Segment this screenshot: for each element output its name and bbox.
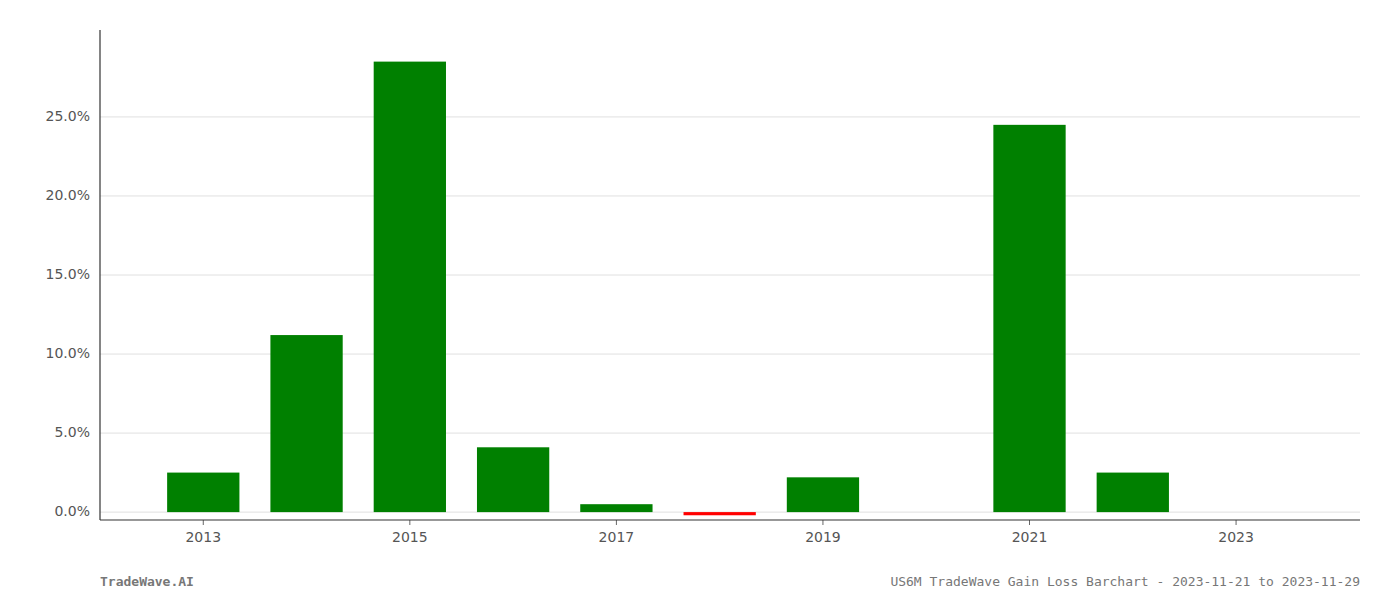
x-axis-line	[100, 519, 1360, 520]
x-tick	[616, 520, 617, 525]
chart: 0.0% 5.0% 10.0% 15.0% 20.0% 25.0% 2013 2015 2017…	[0, 0, 1400, 600]
bar	[167, 473, 239, 513]
bar	[890, 512, 962, 513]
bar	[787, 477, 859, 512]
bar	[1097, 473, 1169, 513]
x-tick-label: 2019	[805, 529, 841, 545]
bar	[580, 504, 652, 512]
bar	[477, 447, 549, 512]
footer-right: US6M TradeWave Gain Loss Barchart - 2023…	[890, 574, 1360, 589]
bar	[684, 512, 756, 515]
y-tick-label: 25.0%	[46, 108, 90, 124]
x-tick	[203, 520, 204, 525]
x-tick-label: 2023	[1218, 529, 1254, 545]
axes: 0.0% 5.0% 10.0% 15.0% 20.0% 25.0% 2013 2015 2017…	[46, 30, 1360, 545]
chart-container: 0.0% 5.0% 10.0% 15.0% 20.0% 25.0% 2013 2015 2017…	[0, 0, 1400, 600]
grid-line	[100, 195, 1360, 196]
x-tick-label: 2021	[1012, 529, 1048, 545]
x-tick	[409, 520, 410, 525]
bars	[167, 62, 1169, 516]
bar	[270, 335, 342, 512]
bar	[374, 62, 446, 512]
x-tick	[1029, 520, 1030, 525]
x-tick-label: 2015	[392, 529, 428, 545]
x-tick	[1236, 520, 1237, 525]
y-axis-line	[99, 30, 100, 520]
grid-line	[100, 275, 1360, 276]
bar	[993, 125, 1065, 512]
x-tick	[822, 520, 823, 525]
y-tick-label: 20.0%	[46, 187, 90, 203]
footer-left: TradeWave.AI	[100, 574, 194, 589]
y-tick-label: 15.0%	[46, 266, 90, 282]
x-tick-label: 2017	[599, 529, 635, 545]
y-tick-label: 10.0%	[46, 345, 90, 361]
x-tick-label: 2013	[185, 529, 221, 545]
grid-line	[100, 116, 1360, 117]
y-tick-label: 0.0%	[54, 503, 90, 519]
grid	[100, 117, 1360, 512]
y-tick-label: 5.0%	[54, 424, 90, 440]
